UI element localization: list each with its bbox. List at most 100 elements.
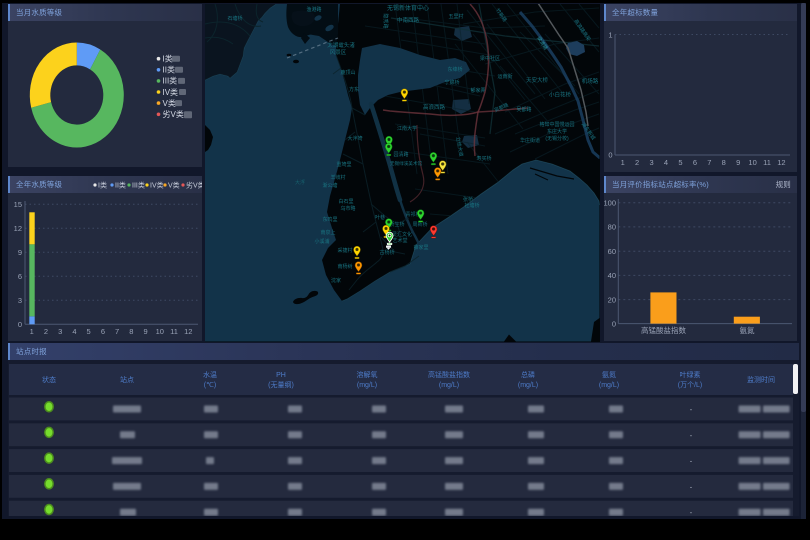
svg-text:立信大道: 立信大道	[454, 136, 464, 157]
svg-text:叶绿素: 叶绿素	[680, 370, 701, 379]
svg-text:隐秀路: 隐秀路	[382, 13, 389, 28]
svg-text:风景区: 风景区	[330, 49, 347, 56]
svg-text:溶解氧: 溶解氧	[357, 370, 378, 379]
svg-text:氨氮: 氨氮	[602, 370, 616, 379]
svg-text:4: 4	[72, 327, 76, 336]
svg-text:10: 10	[156, 327, 164, 336]
svg-text:中南西路: 中南西路	[397, 16, 420, 24]
svg-text:12: 12	[14, 224, 22, 233]
svg-text:古杨桥: 古杨桥	[379, 249, 394, 256]
svg-text:竹新路: 竹新路	[494, 7, 508, 23]
svg-text:方东: 方东	[349, 86, 359, 93]
svg-text:渔港路: 渔港路	[306, 6, 321, 13]
svg-text:80: 80	[608, 223, 616, 232]
svg-text:11: 11	[170, 327, 178, 336]
svg-text:南杨树: 南杨树	[337, 263, 352, 270]
svg-text:小溪浦: 小溪浦	[314, 238, 329, 245]
svg-text:9: 9	[144, 327, 148, 336]
svg-text:15: 15	[14, 200, 22, 209]
svg-text:东庄大学: 东庄大学	[547, 128, 567, 135]
svg-text:4: 4	[664, 158, 668, 167]
svg-text:鹿顶山: 鹿顶山	[340, 69, 355, 76]
svg-text:氨氮: 氨氮	[740, 325, 755, 335]
svg-text:2: 2	[44, 327, 48, 336]
svg-text:5: 5	[87, 327, 91, 336]
svg-text:高锰酸盐指数: 高锰酸盐指数	[428, 370, 470, 379]
svg-text:桥生桥: 桥生桥	[389, 221, 404, 228]
svg-text:小白花桥: 小白花桥	[549, 91, 572, 99]
svg-text:无锡绿溪美术馆: 无锡绿溪美术馆	[390, 160, 423, 167]
svg-text:无锡新体育中心: 无锡新体育中心	[387, 4, 429, 12]
svg-text:江南大学: 江南大学	[397, 125, 417, 132]
svg-text:0: 0	[608, 151, 612, 160]
svg-text:8: 8	[722, 158, 726, 167]
svg-text:(℃): (℃)	[204, 382, 217, 389]
svg-text:6: 6	[18, 272, 22, 281]
svg-text:东鸣里: 东鸣里	[322, 216, 337, 223]
svg-text:东绛桥: 东绛桥	[447, 66, 462, 73]
svg-text:IV类: IV类	[163, 87, 179, 97]
svg-text:7: 7	[115, 327, 119, 336]
svg-text:(无锡分校): (无锡分校)	[545, 135, 569, 142]
svg-text:(mg/L): (mg/L)	[357, 382, 377, 389]
svg-text:8: 8	[129, 327, 133, 336]
svg-text:III类: III类	[163, 76, 178, 86]
svg-text:状态: 状态	[42, 375, 56, 384]
svg-text:100: 100	[604, 198, 616, 207]
svg-text:监测时间: 监测时间	[747, 375, 775, 384]
svg-text:运南街: 运南街	[497, 73, 512, 80]
svg-text:青祁桥: 青祁桥	[405, 211, 420, 218]
svg-text:3: 3	[650, 158, 654, 167]
svg-text:0: 0	[612, 319, 616, 328]
svg-text:III类: III类	[132, 181, 145, 190]
svg-text:(mg/L): (mg/L)	[518, 382, 538, 389]
svg-text:石塘桥: 石塘桥	[227, 15, 242, 22]
svg-text:周新桥: 周新桥	[412, 221, 427, 228]
svg-text:叶巷: 叶巷	[375, 214, 385, 221]
svg-text:采捷村: 采捷村	[337, 247, 352, 254]
svg-text:水温: 水温	[203, 370, 217, 379]
svg-text:6: 6	[101, 327, 105, 336]
svg-text:(万个/L): (万个/L)	[678, 381, 703, 389]
svg-text:五里村: 五里村	[448, 13, 463, 20]
svg-text:(mg/L): (mg/L)	[599, 382, 619, 389]
svg-text:0: 0	[18, 320, 22, 329]
svg-text:张桥: 张桥	[463, 196, 473, 203]
svg-text:1: 1	[30, 327, 34, 336]
svg-text:I类: I类	[163, 54, 173, 64]
svg-text:1: 1	[621, 158, 625, 167]
svg-text:(无量纲): (无量纲)	[268, 380, 294, 389]
svg-text:高锰酸盐指数: 高锰酸盐指数	[641, 325, 686, 335]
svg-text:6: 6	[693, 158, 697, 167]
svg-text:(mg/L): (mg/L)	[439, 382, 459, 389]
svg-text:-: -	[690, 457, 693, 466]
svg-text:渐公塘: 渐公塘	[322, 182, 337, 189]
svg-text:V类: V类	[163, 98, 176, 108]
svg-text:-: -	[690, 482, 693, 491]
svg-text:艺术堂: 艺术堂	[392, 237, 407, 244]
svg-text:PH: PH	[276, 372, 286, 379]
svg-text:站点: 站点	[120, 375, 134, 384]
svg-text:灵汇文化: 灵汇文化	[392, 231, 412, 238]
svg-text:大泮埼: 大泮埼	[347, 135, 362, 142]
svg-text:11: 11	[763, 158, 771, 167]
svg-text:I类: I类	[98, 181, 107, 190]
svg-text:9: 9	[736, 158, 740, 167]
svg-text:总磷: 总磷	[521, 370, 535, 379]
svg-text:沈家: 沈家	[331, 277, 341, 284]
svg-text:华庄街道: 华庄街道	[520, 137, 540, 144]
svg-text:吴都路: 吴都路	[493, 101, 510, 114]
svg-text:5: 5	[678, 158, 682, 167]
svg-text:重埼里: 重埼里	[336, 161, 351, 168]
svg-text:寿买桥: 寿买桥	[476, 155, 491, 162]
svg-text:II类: II类	[115, 181, 126, 190]
svg-text:3: 3	[18, 296, 22, 305]
svg-text:大浮: 大浮	[295, 179, 305, 186]
svg-text:V类: V类	[168, 181, 180, 190]
svg-text:12: 12	[777, 158, 785, 167]
svg-text:60: 60	[608, 247, 616, 256]
svg-text:宁锦桥: 宁锦桥	[444, 79, 459, 86]
svg-text:10: 10	[748, 158, 756, 167]
svg-text:机场路: 机场路	[582, 77, 599, 85]
svg-text:格知中国慢运园: 格知中国慢运园	[539, 121, 574, 128]
